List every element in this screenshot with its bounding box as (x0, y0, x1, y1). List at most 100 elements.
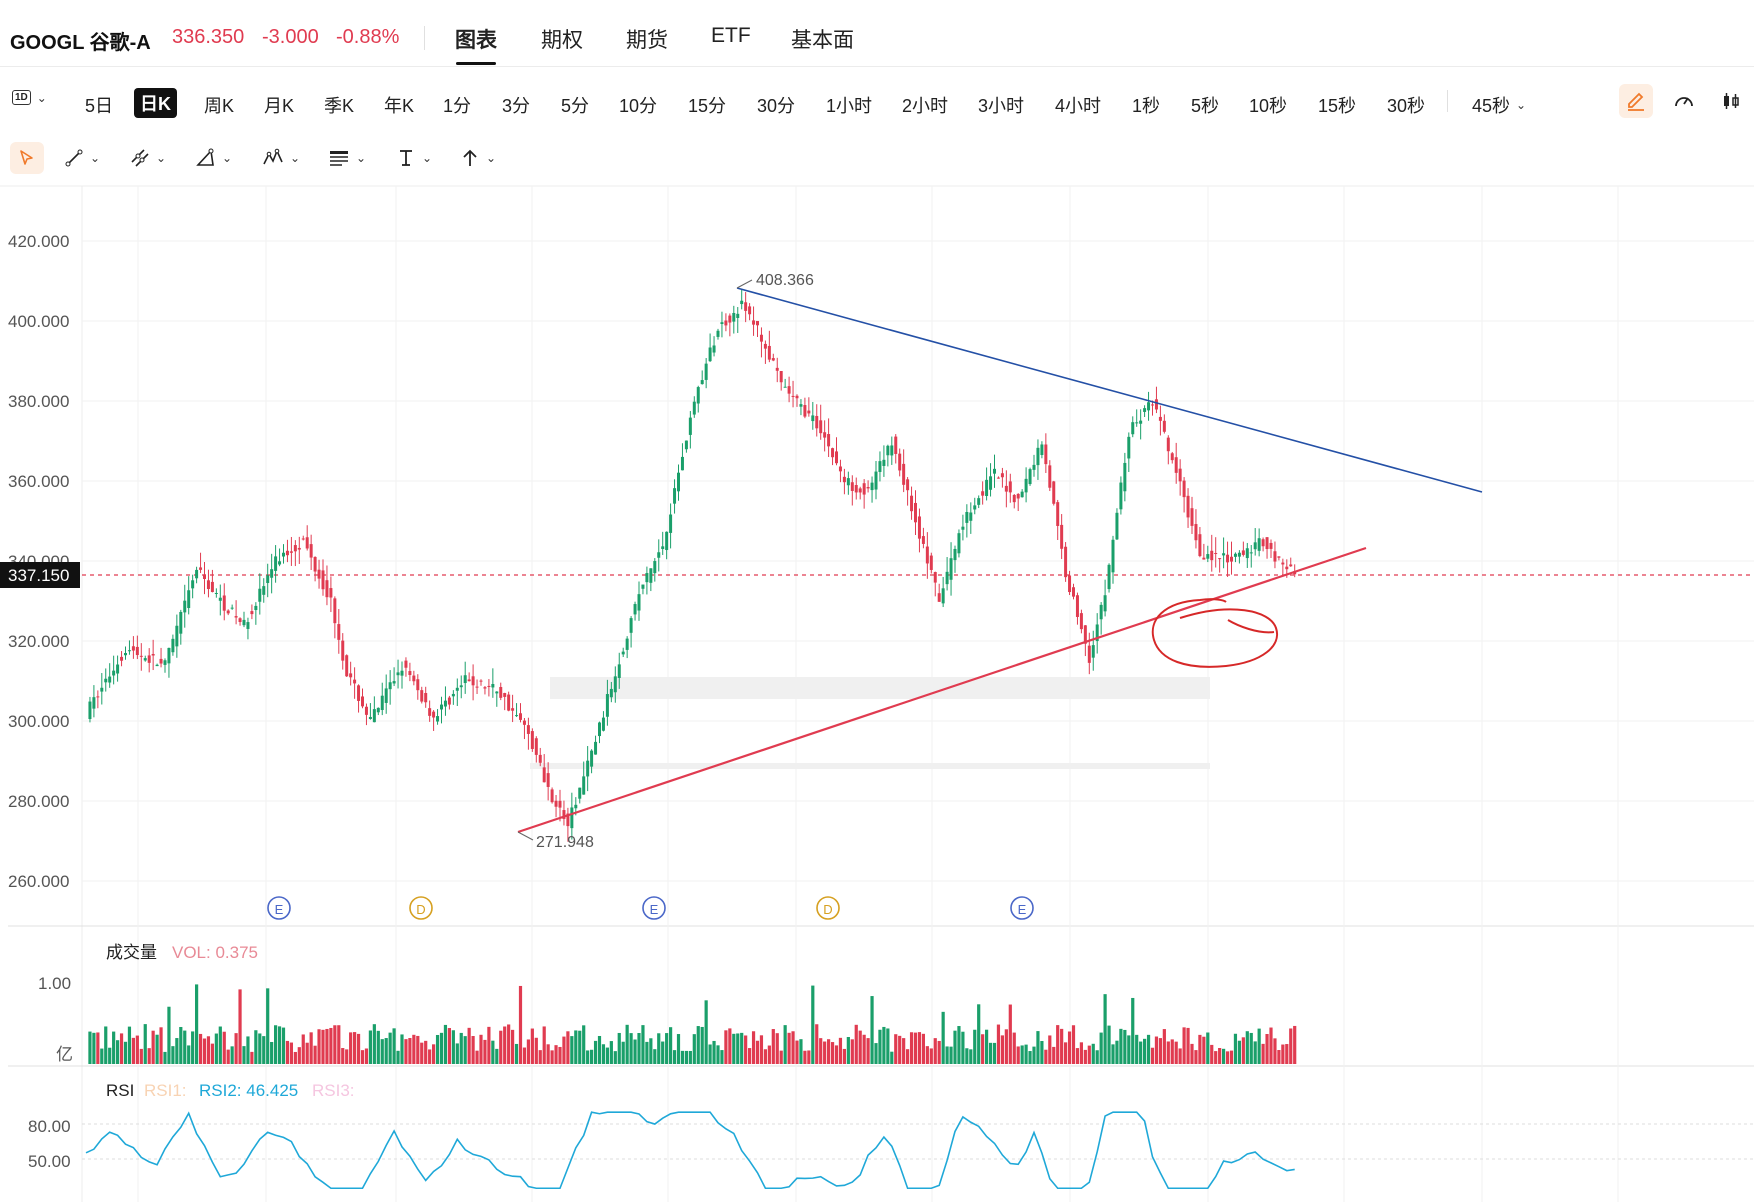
gauge-icon[interactable] (1667, 84, 1701, 118)
event-marker-earnings[interactable]: E (642, 896, 666, 920)
period-day-k[interactable]: 日K (134, 88, 177, 118)
period-30m[interactable]: 30分 (757, 96, 796, 116)
period-10s[interactable]: 10秒 (1249, 96, 1288, 116)
period-10m[interactable]: 10分 (619, 96, 658, 116)
pattern-tool-icon[interactable]: ⌄ (262, 142, 300, 174)
text-tool-icon[interactable]: ⌄ (396, 142, 432, 174)
volume-bar (1119, 1028, 1123, 1064)
volume-bar (376, 1030, 380, 1064)
support-trendline[interactable] (517, 546, 1367, 834)
volume-bar (277, 1026, 282, 1064)
pen-icon[interactable] (1619, 84, 1653, 118)
candle-body (187, 590, 191, 609)
period-more[interactable]: 45秒 ⌄ (1472, 92, 1526, 118)
svg-text:E: E (650, 902, 659, 917)
candle-body (791, 395, 795, 397)
triangle-tool-icon[interactable]: ⌄ (196, 142, 232, 174)
period-15m[interactable]: 15分 (688, 96, 727, 116)
period-year-k[interactable]: 年K (384, 96, 415, 116)
period-5s[interactable]: 5秒 (1191, 96, 1220, 116)
volume-bar (1123, 1029, 1127, 1064)
volume-bar (882, 1026, 886, 1064)
period-1s[interactable]: 1秒 (1132, 96, 1161, 116)
candle-body (238, 618, 242, 623)
period-1h[interactable]: 1小时 (826, 96, 873, 116)
price-axis-label: 280.000 (8, 792, 69, 811)
volume-bar (724, 1030, 728, 1064)
period-2h[interactable]: 2小时 (902, 96, 949, 116)
period-15s[interactable]: 15秒 (1318, 96, 1357, 116)
candle-body (961, 526, 965, 530)
multi-line-tool-icon[interactable]: ⌄ (130, 142, 166, 174)
candle-body (811, 415, 815, 422)
period-4h[interactable]: 4小时 (1055, 96, 1102, 116)
volume-bar (906, 1049, 910, 1064)
price-axis-label: 320.000 (8, 632, 69, 651)
volume-bar (811, 985, 815, 1064)
volume-bar (191, 1031, 195, 1064)
candle-body (246, 622, 250, 629)
period-5d[interactable]: 5日 (85, 96, 114, 116)
period-selector[interactable]: 1D ⌄ (12, 90, 47, 105)
candle-body (815, 415, 819, 429)
period-week-k[interactable]: 周K (204, 96, 235, 116)
volume-bar (1293, 1025, 1297, 1064)
period-5m[interactable]: 5分 (561, 96, 590, 116)
cursor-icon[interactable] (10, 142, 44, 174)
volume-bar (234, 1033, 238, 1064)
event-marker-dividend[interactable]: D (409, 896, 433, 920)
tab-fundamentals[interactable]: 基本面 (791, 29, 854, 52)
candle-body (167, 647, 171, 664)
tab-futures[interactable]: 期货 (626, 29, 668, 52)
candle-body (1032, 464, 1036, 470)
volume-bar (676, 1034, 681, 1064)
period-month-k[interactable]: 月K (264, 96, 295, 116)
arrow-tool-icon[interactable]: ⌄ (460, 142, 496, 174)
period-quarter-k[interactable]: 季K (324, 96, 355, 116)
volume-bar (827, 1039, 831, 1064)
volume-bar (1206, 1032, 1210, 1064)
tab-options[interactable]: 期权 (541, 29, 583, 52)
candle-body (838, 466, 842, 472)
volume-bar (1143, 1038, 1147, 1064)
candle-body (443, 700, 447, 707)
text-block-tool-icon[interactable]: ⌄ (328, 142, 366, 174)
candle-body (1162, 420, 1166, 432)
chevron-down-icon: ⌄ (356, 151, 367, 165)
volume-bar (554, 1045, 558, 1064)
candle-body (487, 685, 491, 687)
candle-body (191, 580, 195, 589)
rsi2-label: RSI2: 46.425 (199, 1081, 298, 1100)
volume-bar (159, 1027, 163, 1064)
event-marker-earnings[interactable]: E (1010, 896, 1034, 920)
candle-body (554, 800, 558, 807)
volume-bar (862, 1034, 866, 1064)
resistance-trendline[interactable] (736, 287, 1483, 493)
candle-body (1008, 481, 1012, 493)
volume-bar (210, 1043, 214, 1064)
candle-body (625, 638, 629, 650)
volume-bar (127, 1026, 132, 1064)
period-30s[interactable]: 30秒 (1387, 96, 1426, 116)
period-1m[interactable]: 1分 (443, 96, 472, 116)
period-3h[interactable]: 3小时 (978, 96, 1025, 116)
event-marker-earnings[interactable]: E (267, 896, 291, 920)
candle-body (661, 546, 665, 549)
tab-chart[interactable]: 图表 (455, 29, 497, 52)
event-marker-dividend[interactable]: D (816, 896, 840, 920)
volume-unit-label: 亿 (56, 1045, 73, 1064)
volume-bar (803, 1050, 807, 1064)
line-tool-icon[interactable]: ⌄ (64, 142, 100, 174)
tab-etf[interactable]: ETF (711, 24, 751, 47)
candle-body (1253, 542, 1257, 550)
high-label-leader (736, 279, 753, 289)
candle-body (724, 320, 728, 326)
candle-body (949, 558, 953, 580)
candle-style-icon[interactable] (1714, 84, 1748, 118)
candle-body (266, 575, 270, 584)
volume-bar (609, 1041, 613, 1064)
volume-bar (483, 1039, 487, 1064)
period-3m[interactable]: 3分 (502, 96, 531, 116)
volume-bar (977, 1004, 981, 1064)
